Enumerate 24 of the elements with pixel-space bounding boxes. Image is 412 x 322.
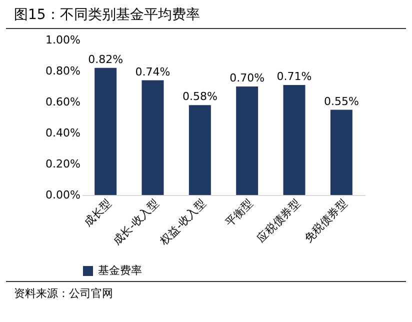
legend-label: 基金费率: [98, 264, 142, 277]
x-tick-label: 平衡型: [223, 196, 256, 230]
y-tick-label: 0.60%: [46, 96, 80, 108]
data-label: 0.55%: [324, 94, 359, 108]
x-tick-label: 免税债券型: [302, 196, 350, 245]
y-tick-label: 0.20%: [46, 158, 80, 170]
y-tick-label: 0.80%: [46, 64, 80, 78]
bar: [330, 110, 352, 195]
data-label: 0.71%: [276, 70, 312, 83]
bar: [142, 80, 164, 195]
text: 资料来源：公司官网: [6, 281, 406, 305]
bar: [94, 68, 117, 195]
y-tick-label: 0.40%: [46, 126, 80, 140]
y-tick-label: 0.00%: [46, 188, 80, 202]
y-tick-label: 1.00%: [46, 34, 80, 46]
data-label: 0.82%: [88, 52, 124, 66]
x-tick-label: 应税债券型: [254, 196, 303, 245]
chart-title: 图15：不同类别基金平均费率: [6, 0, 406, 29]
bar: [283, 84, 306, 195]
bar: [236, 86, 258, 195]
data-label: 0.58%: [182, 90, 218, 104]
data-label: 0.74%: [135, 65, 170, 78]
bar: [188, 105, 211, 195]
data-label: 0.70%: [230, 72, 265, 84]
